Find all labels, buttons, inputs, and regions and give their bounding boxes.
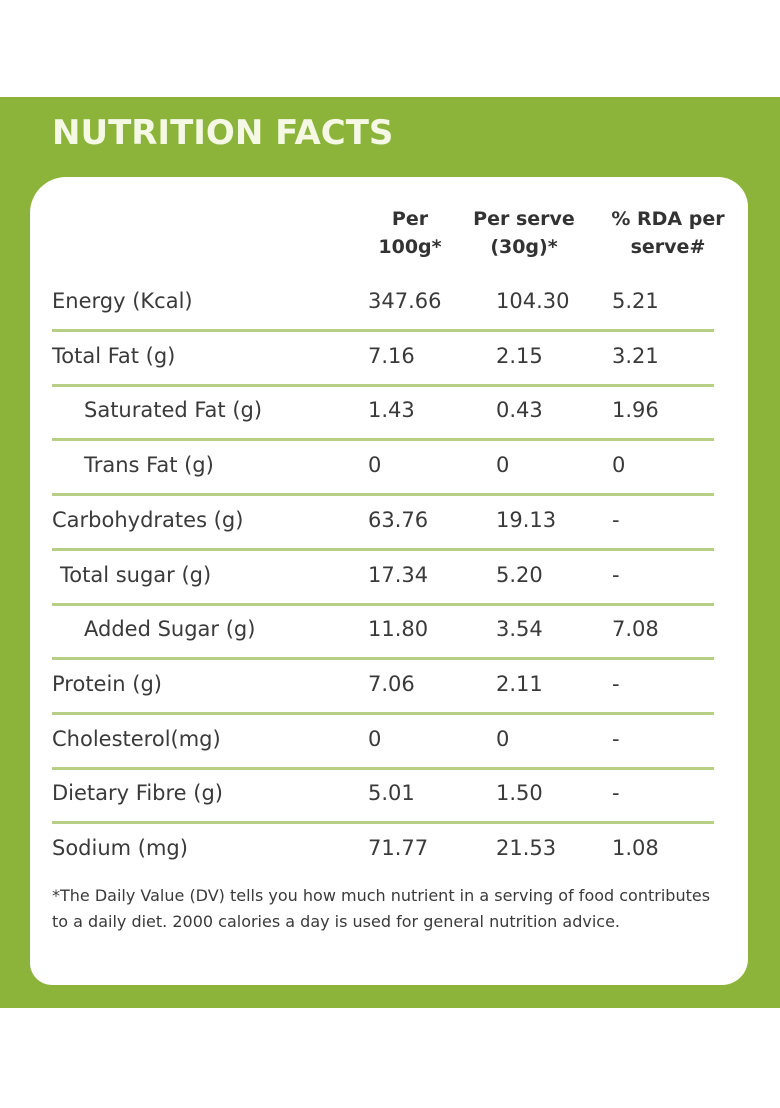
per-100g-value: 0 (368, 453, 382, 477)
per-serve-value: 104.30 (496, 289, 570, 313)
nutrient-label: Total sugar (g) (60, 563, 212, 587)
row-divider (52, 493, 714, 496)
footnote: *The Daily Value (DV) tells you how much… (52, 886, 711, 931)
table-row: Energy (Kcal) 347.66 104.30 5.21 (52, 277, 714, 331)
nutrient-label: Saturated Fat (g) (84, 398, 263, 422)
table-row: Cholesterol(mg) 0 0 - (52, 715, 714, 769)
column-header-line1: Per serve (473, 208, 575, 230)
row-divider (52, 329, 714, 332)
row-divider (52, 548, 714, 551)
per-100g-value: 5.01 (368, 781, 415, 805)
nutrient-label: Energy (Kcal) (52, 289, 193, 313)
table-row: Total sugar (g) 17.34 5.20 - (52, 551, 714, 605)
per-100g-value: 7.16 (368, 344, 415, 368)
row-divider (52, 603, 714, 606)
per-serve-value: 2.15 (496, 344, 543, 368)
table-row: Added Sugar (g) 11.80 3.54 7.08 (52, 605, 714, 659)
rda-value: - (612, 672, 620, 696)
nutrition-panel: NUTRITION FACTS Per 100g* Per serve (30g… (0, 97, 780, 1008)
nutrient-label: Protein (g) (52, 672, 163, 696)
per-100g-value: 0 (368, 727, 382, 751)
column-header-line1: % RDA per (611, 208, 725, 230)
per-100g-value: 7.06 (368, 672, 415, 696)
per-serve-value: 19.13 (496, 508, 557, 532)
nutrient-label: Carbohydrates (g) (52, 508, 244, 532)
rda-value: - (612, 781, 620, 805)
per-100g-value: 347.66 (368, 289, 442, 313)
table-row: Protein (g) 7.06 2.11 - (52, 660, 714, 714)
nutrient-label: Trans Fat (g) (84, 453, 214, 477)
column-header-line2: serve# (630, 236, 706, 258)
column-header-line1: Per (391, 208, 429, 230)
table-row: Saturated Fat (g) 1.43 0.43 1.96 (52, 386, 714, 440)
table-row: Carbohydrates (g) 63.76 19.13 - (52, 496, 714, 550)
rda-value: - (612, 508, 620, 532)
row-divider (52, 712, 714, 715)
nutrient-label: Added Sugar (g) (84, 617, 256, 641)
rda-value: - (612, 563, 620, 587)
rda-value: 7.08 (612, 617, 659, 641)
nutrient-label: Cholesterol(mg) (52, 727, 221, 751)
table-row: Dietary Fibre (g) 5.01 1.50 - (52, 769, 714, 823)
table-row: Total Fat (g) 7.16 2.15 3.21 (52, 332, 714, 386)
row-divider (52, 767, 714, 770)
per-serve-value: 0 (496, 453, 510, 477)
per-serve-value: 0 (496, 727, 510, 751)
nutrient-label: Total Fat (g) (52, 344, 176, 368)
column-header-per-100g: Per 100g* (360, 205, 460, 261)
rda-value: 5.21 (612, 289, 659, 313)
per-100g-value: 1.43 (368, 398, 415, 422)
per-100g-value: 11.80 (368, 617, 429, 641)
rda-value: 0 (612, 453, 626, 477)
rda-value: 1.96 (612, 398, 659, 422)
per-serve-value: 3.54 (496, 617, 543, 641)
per-100g-value: 63.76 (368, 508, 429, 532)
rda-value: 3.21 (612, 344, 659, 368)
per-100g-value: 17.34 (368, 563, 429, 587)
table-row: Sodium (mg) 71.77 21.53 1.08 (52, 824, 714, 878)
per-serve-value: 21.53 (496, 836, 557, 860)
nutrient-label: Sodium (mg) (52, 836, 188, 860)
rda-value: 1.08 (612, 836, 659, 860)
table-row: Trans Fat (g) 0 0 0 (52, 441, 714, 495)
column-header-line2: 100g* (378, 236, 442, 258)
per-serve-value: 0.43 (496, 398, 543, 422)
per-100g-value: 71.77 (368, 836, 429, 860)
row-divider (52, 821, 714, 824)
per-serve-value: 2.11 (496, 672, 543, 696)
page-title: NUTRITION FACTS (52, 113, 394, 153)
per-serve-value: 5.20 (496, 563, 543, 587)
column-header-per-serve: Per serve (30g)* (464, 205, 584, 261)
nutrition-table-card: Per 100g* Per serve (30g)* % RDA per ser… (30, 177, 748, 985)
nutrient-label: Dietary Fibre (g) (52, 781, 223, 805)
per-serve-value: 1.50 (496, 781, 543, 805)
row-divider (52, 384, 714, 387)
column-header-line2: (30g)* (490, 236, 558, 258)
column-header-rda: % RDA per serve# (598, 205, 738, 261)
row-divider (52, 438, 714, 441)
row-divider (52, 657, 714, 660)
rda-value: - (612, 727, 620, 751)
